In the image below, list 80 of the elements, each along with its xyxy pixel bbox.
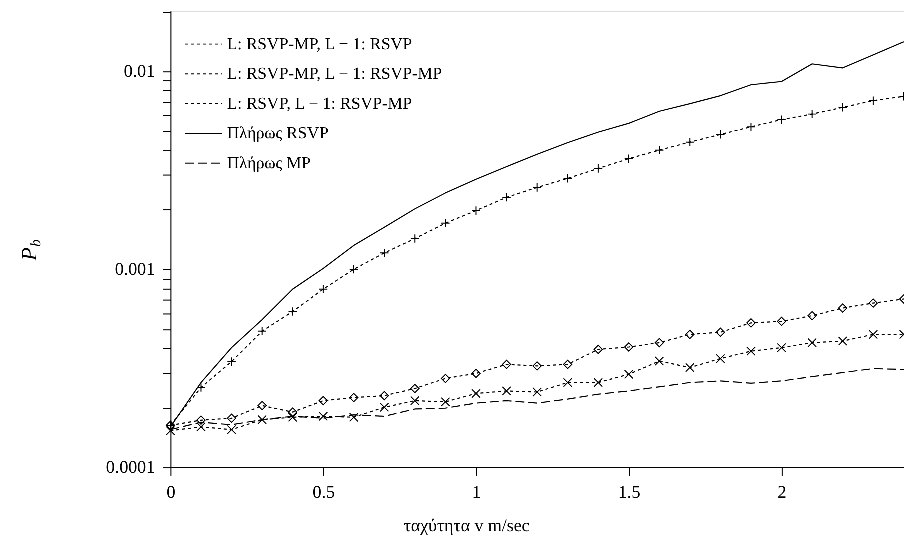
point [502, 360, 512, 370]
x-tick-label: 2 [778, 482, 787, 502]
point [318, 284, 328, 294]
point [227, 357, 236, 366]
x-tick-label: 0.5 [312, 482, 336, 502]
point [654, 146, 664, 155]
point [808, 110, 817, 119]
point [196, 422, 206, 432]
point [716, 130, 726, 140]
point [441, 218, 450, 228]
point [288, 408, 298, 417]
point [288, 412, 298, 422]
point [196, 416, 206, 426]
point [838, 336, 848, 346]
point [594, 344, 604, 354]
x-tick-label: 1 [472, 482, 482, 502]
point [563, 360, 573, 370]
point [868, 96, 878, 106]
point [258, 401, 267, 410]
point [410, 396, 420, 406]
point [258, 415, 267, 425]
point [808, 338, 817, 348]
point [380, 248, 390, 258]
point [777, 115, 786, 125]
point [808, 311, 817, 321]
point [349, 393, 359, 402]
point [685, 363, 695, 372]
point [654, 338, 664, 348]
point [777, 316, 786, 326]
point [410, 384, 420, 394]
point [441, 397, 450, 407]
legend-label: L: RSVP-MP, L − 1: RSVP [227, 34, 412, 54]
point [532, 183, 542, 192]
y-tick-label: 0.0001 [106, 456, 156, 477]
point [410, 234, 420, 244]
point [258, 326, 267, 336]
point [349, 412, 359, 422]
point [594, 164, 604, 174]
legend-label: L: RSVP, L − 1: RSVP-MP [227, 94, 412, 113]
point [716, 328, 726, 338]
point [868, 298, 878, 308]
point [777, 343, 786, 353]
point [563, 174, 573, 184]
legend-label: Πλήρως MP [227, 153, 312, 172]
point [318, 412, 328, 422]
y-tick-label: 0.001 [115, 258, 156, 279]
point [746, 122, 756, 132]
point [532, 362, 542, 371]
y-tick-label: 0.01 [124, 60, 156, 81]
point [288, 307, 298, 316]
point [716, 354, 726, 364]
point [746, 346, 756, 356]
point [594, 378, 604, 388]
point [380, 391, 390, 401]
point [838, 103, 848, 112]
point [654, 356, 664, 366]
legend-label: Πλήρως RSVP [227, 124, 329, 143]
x-tick-label: 1.5 [618, 482, 641, 502]
point [624, 342, 634, 352]
point [227, 425, 236, 434]
point [868, 330, 878, 340]
point [838, 304, 848, 313]
point [441, 374, 450, 384]
point [563, 378, 573, 388]
legend-label: L: RSVP-MP, L − 1: RSVP-MP [227, 64, 442, 84]
point [472, 389, 481, 398]
point [380, 402, 390, 412]
point [746, 318, 756, 328]
point [532, 388, 542, 397]
x-axis-title: ταχύτητα v m/sec [404, 516, 530, 536]
point [685, 330, 695, 340]
point [624, 370, 634, 380]
y-axis-title: Pb [18, 240, 45, 262]
point [227, 414, 236, 424]
point [318, 396, 328, 406]
point [502, 386, 512, 396]
point [685, 138, 695, 147]
x-tick-label: 0 [166, 482, 176, 502]
point [472, 368, 481, 378]
point [472, 206, 481, 216]
